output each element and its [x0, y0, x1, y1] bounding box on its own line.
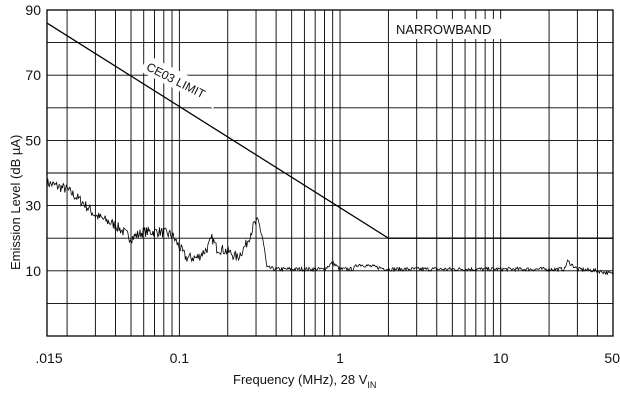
y-tick-label: 10	[25, 263, 41, 279]
series-lines	[46, 22, 614, 276]
narrowband-label-box	[392, 19, 510, 39]
narrowband-annotation: NARROWBAND	[392, 19, 510, 39]
limit-label: CE03 LIMIT	[144, 60, 208, 102]
y-tick-label: 70	[25, 67, 41, 83]
limit-label-box	[140, 55, 222, 109]
ce03-limit-line	[46, 22, 613, 239]
x-axis-label: Frequency (MHz), 28 VIN	[233, 372, 376, 390]
limit-annotation: CE03 LIMIT	[140, 55, 222, 109]
x-axis-label-subscript: IN	[367, 380, 376, 390]
emission-trace	[46, 178, 614, 276]
x-axis-label-main: Frequency (MHz), 28 V	[233, 372, 368, 387]
y-tick-label: 30	[25, 198, 41, 214]
y-tick-label: 50	[25, 132, 41, 148]
y-axis-label: Emission Level (dB µA)	[8, 135, 23, 270]
grid-lines	[47, 10, 613, 336]
y-tick-label: 90	[25, 2, 41, 18]
plot-frame	[46, 9, 614, 337]
x-tick-label: 1	[336, 350, 344, 366]
x-tick-label: 0.1	[170, 350, 190, 366]
tick-labels: .015 0.1 1 10 50 10 30 50 70 90	[25, 2, 620, 366]
x-tick-label: 50	[604, 350, 620, 366]
x-tick-label: .015	[35, 350, 62, 366]
x-tick-label: 10	[493, 350, 509, 366]
narrowband-label: NARROWBAND	[396, 22, 491, 37]
